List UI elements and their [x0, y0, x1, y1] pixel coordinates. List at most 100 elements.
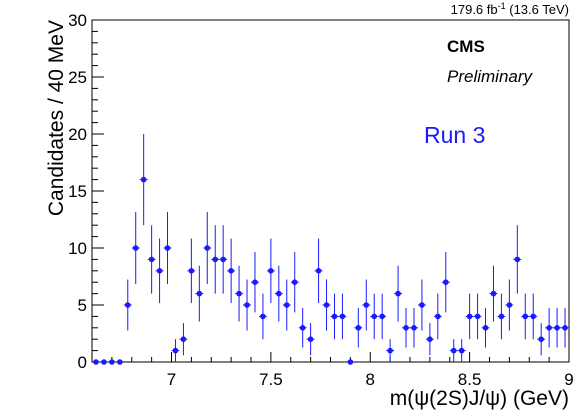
data-point: [505, 279, 514, 331]
data-point: [117, 359, 123, 365]
data-point: [251, 252, 259, 313]
point-marker: [109, 359, 115, 365]
point-marker: [268, 268, 274, 274]
data-point: [298, 308, 307, 348]
x-tick-label: 7: [167, 370, 176, 389]
experiment-label: CMS: [447, 37, 485, 56]
data-point: [235, 265, 244, 322]
x-tick-label: 8: [366, 370, 375, 389]
point-marker: [244, 302, 250, 308]
data-point: [529, 293, 538, 340]
point-marker: [260, 313, 266, 320]
point-marker: [546, 325, 552, 331]
point-marker: [411, 325, 417, 331]
data-point: [521, 293, 530, 340]
data-point: [258, 293, 267, 340]
y-tick-label: 25: [68, 68, 87, 87]
data-point: [394, 265, 403, 322]
run-label: Run 3: [424, 122, 485, 148]
point-marker: [148, 256, 155, 263]
data-point: [93, 359, 99, 365]
point-marker: [403, 325, 409, 331]
data-point: [386, 339, 395, 362]
point-marker: [188, 268, 195, 274]
point-marker: [395, 290, 401, 297]
data-point: [282, 279, 291, 331]
lumi-label: 179.6 fb-1 (13.6 TeV): [451, 1, 569, 17]
data-point: [481, 308, 490, 348]
point-marker: [220, 256, 226, 263]
data-point: [101, 359, 107, 365]
data-point: [441, 252, 450, 313]
point-marker: [466, 313, 473, 320]
point-marker: [315, 268, 322, 274]
y-axis-title: Candidates / 40 MeV: [45, 20, 68, 216]
point-marker: [196, 290, 203, 297]
point-marker: [339, 313, 346, 320]
y-tick-label: 30: [68, 11, 87, 30]
point-marker: [490, 290, 497, 297]
point-marker: [435, 313, 441, 320]
point-marker: [140, 176, 147, 183]
point-marker: [276, 290, 282, 297]
data-point: [179, 323, 188, 356]
data-point: [347, 359, 354, 365]
data-point: [155, 238, 164, 304]
data-point: [195, 265, 204, 322]
point-marker: [132, 245, 139, 251]
point-marker: [252, 279, 258, 286]
data-point: [290, 252, 299, 313]
y-tick-label: 0: [78, 353, 87, 372]
data-point: [322, 279, 331, 331]
data-point: [338, 293, 347, 340]
data-point: [187, 238, 196, 304]
data-point: [314, 238, 323, 304]
point-marker: [236, 290, 242, 297]
point-marker: [498, 313, 505, 320]
data-points: [93, 134, 569, 365]
y-tick-label: 5: [78, 296, 87, 315]
data-point: [219, 225, 228, 294]
data-point: [171, 339, 180, 362]
point-marker: [379, 313, 385, 320]
point-marker: [283, 302, 290, 308]
point-marker: [387, 347, 393, 354]
point-marker: [427, 336, 433, 343]
data-point: [330, 293, 339, 340]
data-point: [513, 225, 522, 294]
point-marker: [363, 302, 370, 308]
point-marker: [307, 336, 314, 343]
data-point: [537, 323, 546, 356]
data-point: [561, 308, 569, 348]
y-tick-label: 15: [68, 182, 87, 201]
data-point: [274, 265, 283, 322]
data-point: [553, 308, 562, 348]
data-point: [489, 265, 498, 322]
data-point: [109, 359, 115, 365]
data-point: [545, 308, 554, 348]
data-point: [465, 293, 474, 340]
point-marker: [522, 313, 529, 320]
data-point: [497, 293, 506, 340]
data-point: [147, 225, 156, 294]
point-marker: [299, 325, 306, 331]
point-marker: [101, 359, 107, 365]
point-marker: [419, 302, 425, 308]
point-marker: [458, 347, 465, 354]
data-point: [227, 238, 236, 304]
status-label: Preliminary: [447, 67, 534, 86]
data-point: [211, 225, 220, 294]
data-point: [139, 134, 148, 226]
point-marker: [554, 325, 560, 331]
point-marker: [93, 359, 99, 365]
y-axis: 0 5 10 15 20 25 30: [68, 11, 104, 372]
point-marker: [164, 245, 171, 251]
data-point: [370, 293, 379, 340]
point-marker: [331, 313, 338, 320]
point-marker: [212, 256, 219, 263]
point-marker: [124, 302, 131, 308]
x-axis: 7 7.5 8 8.5 9: [91, 352, 574, 389]
data-point: [163, 211, 172, 285]
point-marker: [371, 313, 378, 320]
point-marker: [117, 359, 123, 365]
